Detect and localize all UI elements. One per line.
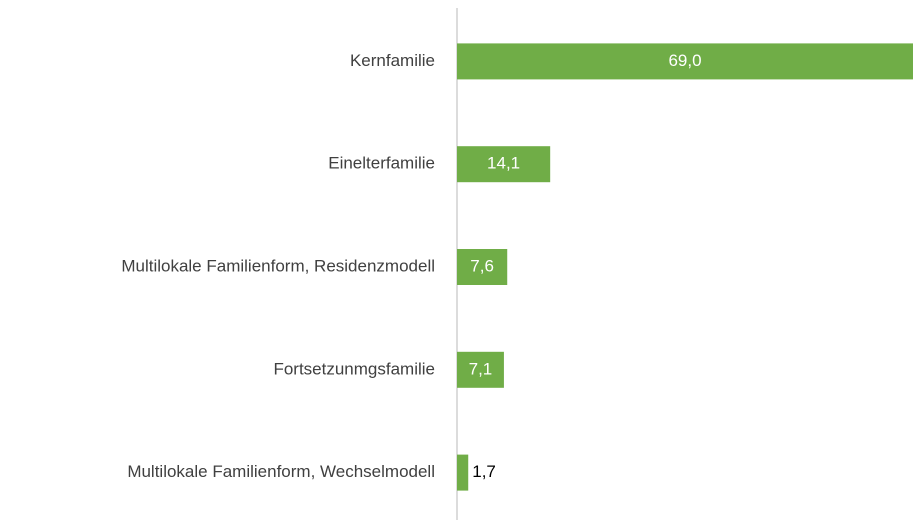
category-label: Fortsetzunmgsfamilie (273, 359, 435, 378)
bar (457, 249, 508, 285)
bar (457, 351, 504, 388)
bar (457, 146, 551, 183)
data-label: 7,1 (469, 359, 493, 378)
data-label: 7,6 (470, 256, 494, 275)
category-label: Multilokale Familienform, Residenzmodell (121, 256, 435, 275)
data-label: 69,0 (668, 51, 701, 70)
category-label: Multilokale Familienform, Wechselmodell (127, 462, 435, 481)
bar (457, 454, 469, 491)
category-label: Kernfamilie (350, 51, 435, 70)
category-label: Einelterfamilie (328, 154, 435, 173)
data-label: 1,7 (472, 462, 496, 481)
data-label: 14,1 (487, 154, 520, 173)
bar (457, 43, 913, 80)
